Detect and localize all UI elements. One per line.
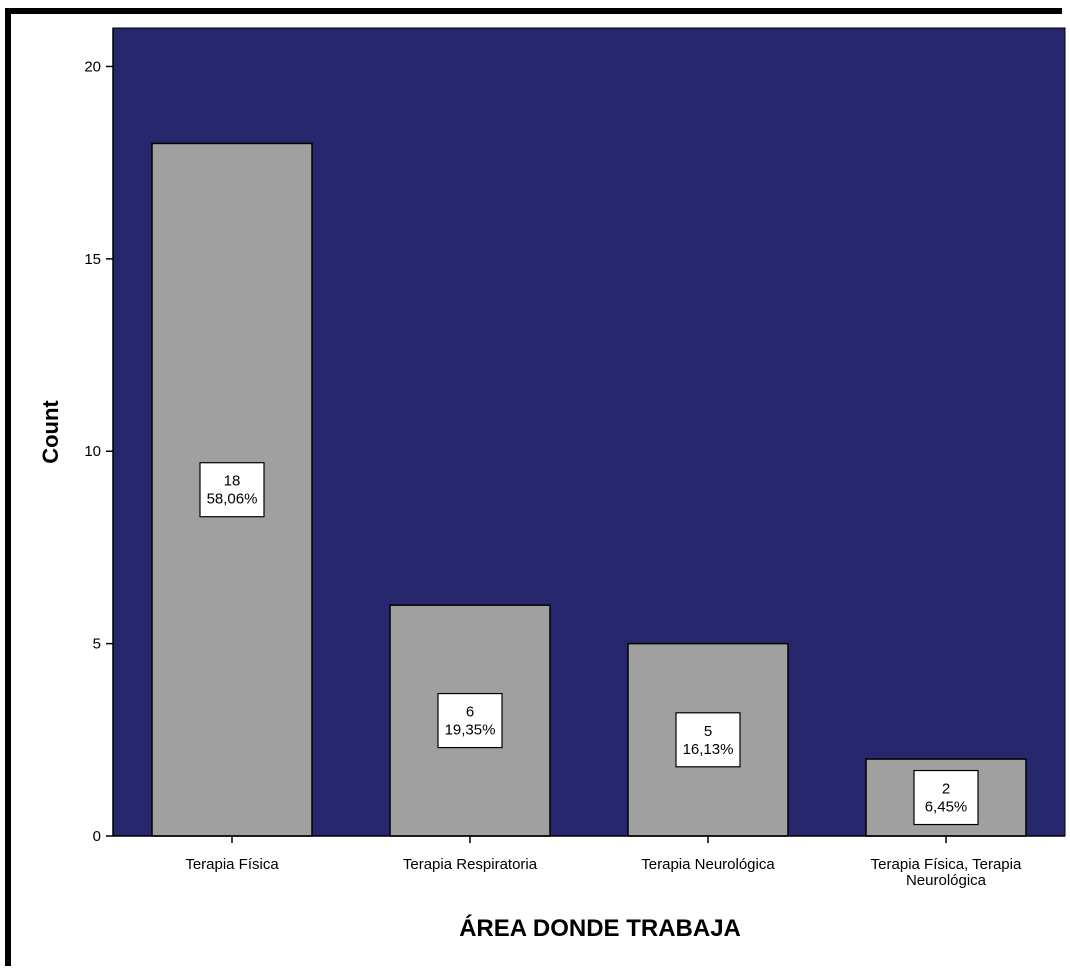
data-label-text: 2 6,45% [925,781,968,816]
y-tick-label: 5 [93,636,101,653]
y-tick-label: 20 [84,58,101,75]
data-label-box [913,769,979,826]
x-tick-label: Terapia Física, Terapia Neurológica [871,856,1022,889]
data-label-text: 6 19,35% [445,704,496,739]
data-label: 5 16,13% [675,712,741,768]
data-label-box [199,462,265,518]
data-label-box [675,712,741,768]
y-tick-label: 10 [84,443,101,460]
x-tick-label: Terapia Neurológica [641,856,775,873]
data-label: 18 58,06% [199,462,265,518]
y-tick-label: 0 [93,828,101,845]
data-label-box [437,692,503,749]
data-label: 2 6,45% [913,769,979,826]
chart-frame [5,8,1062,966]
data-label: 6 19,35% [437,692,503,749]
x-tick-label: Terapia Respiratoria [403,856,538,873]
x-tick-label: Terapia Física [185,856,279,873]
y-tick-label: 15 [84,251,101,268]
data-label-text: 5 16,13% [683,723,734,758]
y-axis-title: Count [38,400,63,464]
x-axis-title: ÁREA DONDE TRABAJA [459,914,741,942]
data-label-text: 18 58,06% [207,473,258,508]
